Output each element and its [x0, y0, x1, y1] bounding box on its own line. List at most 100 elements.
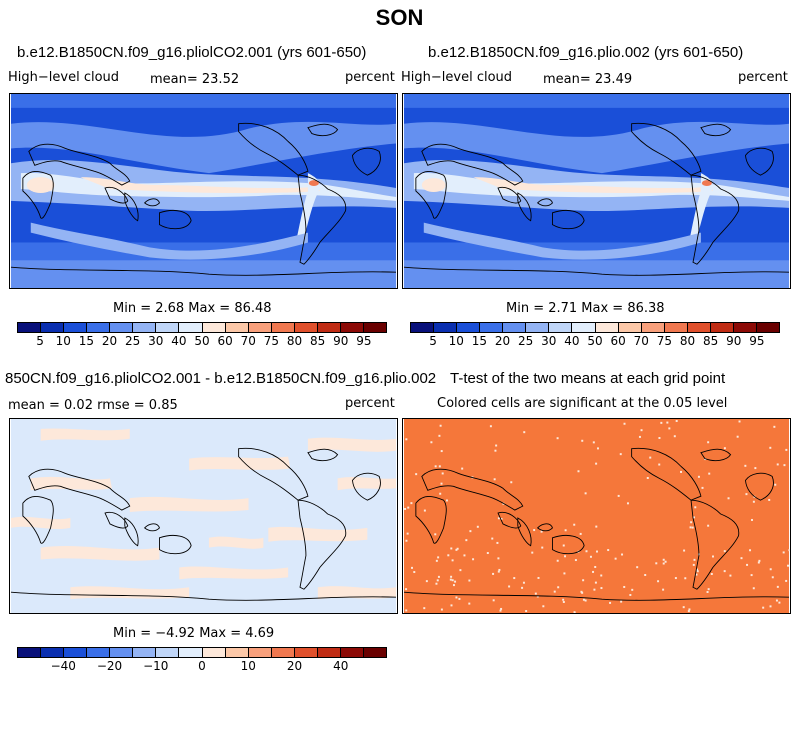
colorbar-swatch: [363, 323, 386, 332]
nonsignificant-cell: [461, 467, 464, 470]
nonsignificant-cell: [497, 517, 500, 520]
colorbar-tick-label: 25: [124, 334, 141, 348]
colorbar-tick-label: 5: [429, 334, 437, 348]
nonsignificant-cell: [688, 608, 691, 611]
nonsignificant-cell: [542, 605, 545, 608]
nonsignificant-cell: [451, 559, 454, 562]
nonsignificant-cell: [525, 610, 528, 613]
nonsignificant-cell: [769, 446, 772, 449]
nonsignificant-cell: [533, 529, 536, 532]
colorbar-swatch: [317, 323, 341, 332]
nonsignificant-cell: [621, 553, 624, 556]
colorbar-swatch: [202, 648, 226, 657]
nonsignificant-cell: [449, 578, 452, 581]
nonsignificant-cell: [563, 572, 566, 575]
nonsignificant-cell: [451, 579, 454, 582]
nonsignificant-cell: [636, 566, 639, 569]
nonsignificant-cell: [723, 570, 726, 573]
nonsignificant-cell: [623, 422, 626, 425]
nonsignificant-cell: [595, 525, 598, 528]
nonsignificant-cell: [411, 566, 413, 569]
nonsignificant-cell: [626, 502, 629, 505]
colorbar-ticks-top-left: 5 10 15 20 25 30 40 50 60 70 75 80 85 90 95: [17, 334, 387, 348]
nonsignificant-cell: [778, 601, 781, 604]
nonsignificant-cell: [662, 562, 665, 565]
nonsignificant-cell: [577, 470, 580, 473]
colorbar-tick-label: 75: [263, 334, 280, 348]
nonsignificant-cell: [607, 549, 610, 552]
panel-units-top-right: percent: [738, 70, 788, 85]
nonsignificant-cell: [458, 597, 461, 600]
nonsignificant-cell: [585, 550, 588, 553]
nonsignificant-cell: [723, 447, 726, 450]
nonsignificant-cell: [452, 584, 455, 587]
colorbar-swatch: [87, 323, 111, 332]
colorbar-top-left: [17, 322, 387, 333]
map-bottom-right: [402, 418, 791, 614]
nonsignificant-cell: [556, 437, 559, 440]
nonsignificant-cell: [664, 560, 667, 563]
nonsignificant-cell: [782, 551, 785, 554]
nonsignificant-cell: [537, 576, 540, 579]
nonsignificant-cell: [655, 562, 658, 565]
panel-title-top-left: b.e12.B1850CN.f09_g16.pliolCO2.001 (yrs …: [17, 44, 367, 61]
nonsignificant-cell: [690, 521, 693, 524]
nonsignificant-cell: [740, 557, 743, 560]
nonsignificant-cell: [582, 579, 585, 582]
panel-title-bottom-left: 850CN.f09_g16.pliolCO2.001 - b.e12.B1850…: [5, 370, 437, 387]
nonsignificant-cell: [695, 573, 698, 576]
colorbar-tick-label: −10: [143, 659, 169, 673]
colorbar-swatch: [687, 323, 711, 332]
nonsignificant-cell: [701, 486, 704, 489]
nonsignificant-cell: [729, 574, 732, 577]
colorbar-swatch: [710, 323, 734, 332]
nonsignificant-cell: [492, 599, 495, 602]
colorbar-tick-label: 50: [587, 334, 603, 348]
nonsignificant-cell: [562, 601, 565, 604]
nonsignificant-cell: [769, 605, 772, 608]
colorbar-tick-label: 20: [494, 334, 511, 348]
nonsignificant-cell: [556, 559, 559, 562]
nonsignificant-cell: [500, 517, 503, 520]
colorbar-swatch: [110, 323, 134, 332]
nonsignificant-cell: [491, 537, 494, 540]
colorbar-tick-label: 10: [448, 334, 464, 348]
nonsignificant-cell: [683, 549, 686, 552]
nonsignificant-cell: [562, 544, 565, 547]
nonsignificant-cell: [787, 564, 790, 567]
nonsignificant-cell: [540, 530, 543, 533]
nonsignificant-cell: [441, 472, 444, 475]
nonsignificant-cell: [497, 570, 500, 573]
colorbar-tick-label: 10: [240, 659, 256, 673]
nonsignificant-cell: [752, 500, 755, 503]
colorbar-tick-label: 80: [679, 334, 696, 348]
colorbar-swatch: [248, 648, 272, 657]
nonsignificant-cell: [658, 463, 661, 466]
nonsignificant-cell: [430, 441, 433, 444]
nonsignificant-cell: [769, 568, 772, 571]
nonsignificant-cell: [440, 450, 443, 453]
nonsignificant-cell: [522, 581, 525, 584]
nonsignificant-cell: [584, 599, 587, 602]
nonsignificant-cell: [564, 555, 567, 558]
nonsignificant-cell: [592, 441, 595, 444]
nonsignificant-cell: [785, 579, 788, 582]
minmax-top-right: Min = 2.71 Max = 86.38: [506, 301, 665, 316]
nonsignificant-cell: [557, 586, 560, 589]
nonsignificant-cell: [492, 572, 495, 575]
colorbar-tick-label: 0: [198, 659, 206, 673]
panel-title-top-right: b.e12.B1850CN.f09_g16.plio.002 (yrs 601-…: [428, 44, 744, 61]
nonsignificant-cell: [425, 580, 428, 583]
nonsignificant-cell: [631, 588, 634, 591]
colorbar-tick-label: 90: [726, 334, 742, 348]
panel-variable-top-right: High−level cloud: [401, 70, 513, 85]
colorbar-tick-label: 40: [333, 659, 349, 673]
nonsignificant-cell: [581, 591, 584, 594]
nonsignificant-cell: [459, 569, 462, 572]
nonsignificant-cell: [456, 547, 459, 550]
nonsignificant-cell: [541, 546, 544, 549]
nonsignificant-cell: [774, 483, 777, 486]
nonsignificant-cell: [455, 548, 458, 551]
nonsignificant-cell: [440, 482, 443, 485]
nonsignificant-cell: [434, 465, 437, 468]
